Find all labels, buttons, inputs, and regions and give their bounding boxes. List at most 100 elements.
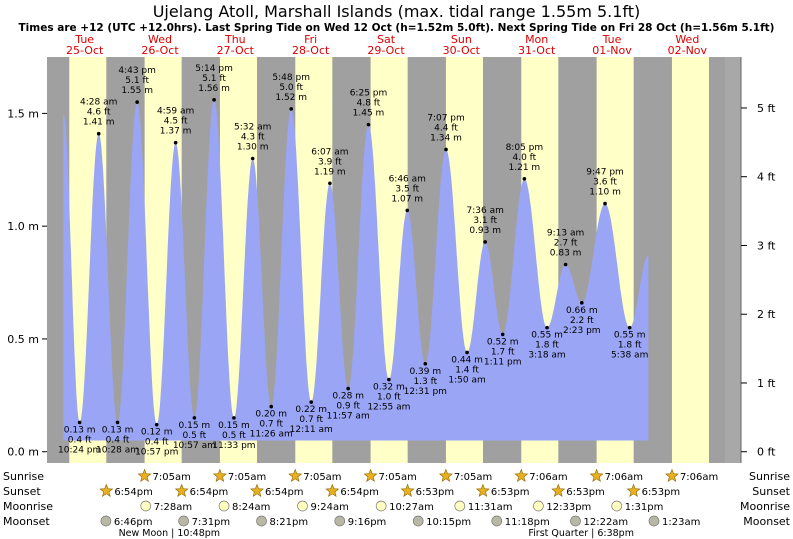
low-tide-label: 0.55 m [531, 331, 563, 341]
tide-point [192, 416, 197, 420]
row-label-left: Sunrise [3, 470, 44, 483]
tide-point [500, 332, 505, 337]
high-tide-label: 1.34 m [430, 133, 462, 143]
high-tide-label: 6:25 pm [350, 89, 388, 99]
sunset-time: 6:54pm [265, 487, 304, 498]
high-tide-label: 1.45 m [353, 109, 385, 119]
sun-star-icon [363, 468, 378, 482]
right-tick-label: 5 ft [757, 102, 776, 115]
day-name: Fri [304, 33, 317, 46]
day-date: 26-Oct [141, 44, 179, 57]
day-name: Tue [602, 33, 622, 46]
day-date: 31-Oct [518, 44, 556, 57]
moonset-moon-icon [570, 515, 581, 527]
high-tide-label: 6:46 am [389, 174, 426, 184]
tide-point [77, 420, 82, 425]
moonset-time: 9:16pm [348, 517, 387, 528]
day-name: Wed [675, 33, 699, 46]
low-tide-label: 1:11 pm [484, 357, 522, 367]
right-tick-label: 1 ft [757, 377, 776, 390]
day-name: Sat [377, 33, 396, 46]
sunset-time: 6:54pm [190, 487, 229, 498]
right-tick-label: 4 ft [757, 171, 776, 184]
sunrise-time: 7:06am [680, 472, 718, 483]
sunset-time: 6:53pm [566, 487, 605, 498]
moonset-moon-icon [648, 515, 660, 527]
sunrise-time: 7:05am [153, 472, 191, 483]
high-tide-label: 3.6 ft [593, 178, 617, 188]
moonset-moon-icon [334, 515, 346, 527]
low-tide-label: 0.44 m [451, 355, 483, 365]
high-tide-label: 9:13 am [547, 229, 584, 239]
sunrise-time: 7:06am [529, 472, 567, 483]
sunset-time: 6:53pm [416, 487, 455, 498]
left-tick-label: 0.0 m [7, 446, 39, 459]
high-tide-label: 5:14 pm [195, 64, 233, 74]
tide-point [580, 301, 584, 305]
moonrise-moon-icon [140, 500, 152, 512]
sun-star-icon [325, 483, 340, 497]
low-tide-label: 0.39 m [409, 367, 441, 377]
tide-point [328, 181, 332, 186]
high-tide-label: 4.3 ft [241, 133, 265, 143]
tide-point [627, 325, 632, 330]
low-tide-label: 10:57 pm [135, 448, 178, 458]
low-tide-label: 1.4 ft [455, 365, 479, 375]
sun-star-icon [514, 468, 529, 482]
high-tide-label: 4.0 ft [513, 153, 537, 163]
low-tide-label: 0.4 ft [106, 435, 130, 445]
tide-point [483, 240, 487, 244]
low-tide-label: 0.13 m [64, 425, 96, 435]
low-tide-label: 1:50 am [448, 375, 485, 385]
moonrise-moon-icon [218, 500, 230, 512]
sun-star-icon [626, 483, 641, 497]
low-tide-label: 1.3 ft [413, 377, 437, 387]
row-label-left: Moonset [3, 515, 50, 528]
tide-point [366, 122, 371, 127]
high-tide-label: 3.5 ft [395, 184, 419, 194]
sun-star-icon [212, 468, 227, 482]
sun-star-icon [475, 483, 490, 497]
moonset-time: 11:18pm [505, 517, 550, 528]
low-tide-label: 0.20 m [255, 410, 287, 420]
sun-star-icon [174, 483, 189, 497]
low-tide-label: 2.2 ft [570, 316, 594, 326]
high-tide-label: 1.30 m [237, 143, 269, 153]
sun-star-icon [250, 483, 264, 497]
high-tide-label: 3.1 ft [473, 216, 497, 226]
high-tide-label: 5.1 ft [125, 76, 149, 86]
high-tide-label: 6:07 am [311, 147, 348, 157]
high-tide-label: 1.55 m [121, 86, 153, 96]
moonrise-moon-icon [611, 500, 623, 512]
day-name: Sun [451, 33, 472, 46]
low-tide-label: 0.5 ft [183, 431, 207, 441]
left-tick-label: 0.5 m [7, 333, 39, 346]
tide-point [269, 404, 274, 409]
low-tide-label: 1.0 ft [377, 393, 401, 403]
low-tide-label: 2:23 pm [563, 326, 601, 336]
tide-point [309, 400, 314, 404]
tide-point [173, 140, 178, 145]
low-tide-label: 1.8 ft [535, 341, 559, 351]
low-tide-label: 0.32 m [373, 383, 405, 393]
day-date: 29-Oct [367, 44, 405, 57]
low-tide-label: 0.15 m [179, 421, 211, 431]
moonset-moon-icon [178, 515, 189, 527]
high-tide-label: 0.93 m [469, 226, 501, 236]
high-tide-label: 1.52 m [275, 93, 307, 103]
high-tide-label: 1.41 m [83, 118, 115, 128]
day-date: 01-Nov [592, 44, 632, 57]
low-tide-label: 0.7 ft [299, 415, 323, 425]
moonrise-time: 10:27am [389, 502, 434, 513]
day-name: Mon [525, 33, 548, 46]
high-tide-label: 0.83 m [550, 249, 582, 259]
axes-layer: 0.0 m 0.5 m 1.0 m 1.5 m 0 ft 1 ft 2 ft 3 ft 4 ft… [7, 102, 776, 459]
high-tide-label: 4.6 ft [87, 108, 111, 118]
moonrise-moon-icon [297, 500, 308, 512]
high-tide-label: 5.0 ft [279, 83, 303, 93]
moonset-time: 10:15pm [426, 517, 471, 528]
sunset-time: 6:53pm [642, 487, 681, 498]
right-tick-label: 0 ft [757, 446, 776, 459]
right-axis-strip [725, 57, 741, 463]
